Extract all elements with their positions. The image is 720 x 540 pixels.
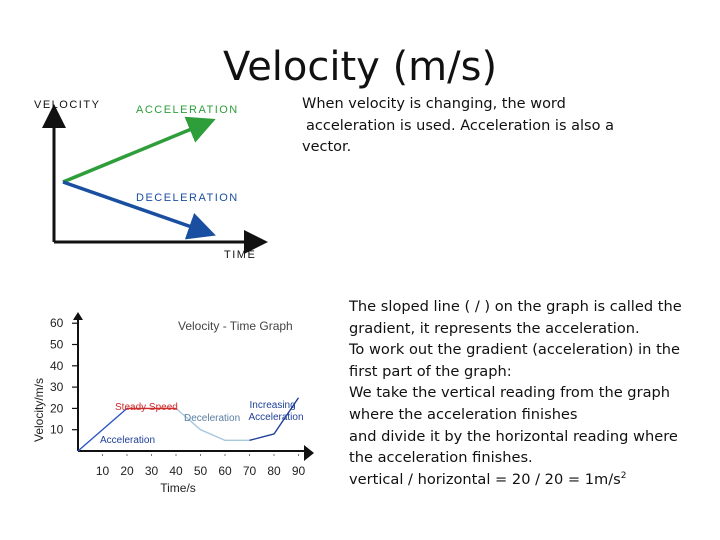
explain-line-7: and divide it by the horizontal reading … — [349, 427, 678, 445]
x-tick-label: 90 — [292, 464, 306, 478]
deceleration-annotation: Deceleration — [184, 413, 240, 424]
y-axis-arrowhead — [73, 312, 83, 320]
increasing-word: Increasing — [250, 400, 296, 411]
acceleration-arrow — [62, 116, 216, 184]
x-tick-label: 60 — [218, 464, 232, 478]
y-tick-label: 50 — [50, 338, 64, 352]
y-tick-label: 40 — [50, 359, 64, 373]
x-tick-label: 30 — [145, 464, 159, 478]
y-tick-label: 60 — [50, 316, 64, 330]
explain-line-9: vertical / horizontal = 20 / 20 = 1m/s2 — [349, 469, 694, 491]
formula-exponent: 2 — [620, 470, 627, 481]
velocity-time-concept-diagram: VELOCITY TIME ACCELERATION DECELERATION — [34, 99, 268, 261]
y-tick-label: 30 — [50, 380, 64, 394]
velocity-time-graph: Velocity/m/s 10 20 30 40 50 60 10 20 30 40 50 60 70… — [32, 312, 314, 495]
acceleration-word: Acceleration — [248, 412, 303, 423]
formula-text: vertical / horizontal = 20 / 20 = 1m/s — [349, 470, 621, 488]
intro-line-3: vector. — [302, 139, 352, 155]
explain-line-5: We take the vertical reading from the gr… — [349, 384, 671, 402]
y-axis-label: Velocity/m/s — [32, 378, 46, 442]
deceleration-segment — [175, 407, 250, 442]
x-tick-label: 50 — [194, 464, 208, 478]
increasing-acceleration-segment — [249, 397, 300, 442]
x-tick-label: 10 — [96, 464, 110, 478]
intro-paragraph: When velocity is changing, the word acce… — [302, 94, 632, 159]
x-tick-label: 40 — [169, 464, 183, 478]
acceleration-segment — [77, 407, 128, 452]
intro-line-2: acceleration is used. Acceleration is al… — [306, 117, 614, 134]
slide-title: Velocity (m/s) — [222, 44, 498, 90]
acceleration-label: ACCELERATION — [136, 104, 239, 116]
intro-line-1: When velocity is changing, the word — [302, 96, 566, 112]
x-tick-label: 20 — [120, 464, 134, 478]
explain-line-2: gradient, it represents the acceleration… — [349, 319, 640, 337]
explain-line-4: first part of the graph: — [349, 362, 512, 380]
x-axis-arrowhead — [304, 445, 314, 461]
chart-title: Velocity - Time Graph — [178, 319, 293, 333]
velocity-axis-label: VELOCITY — [34, 99, 100, 111]
x-axis-label: Time/s — [160, 481, 196, 495]
explain-line-6: where the acceleration finishes — [349, 405, 578, 423]
x-tick-label: 80 — [267, 464, 281, 478]
deceleration-label: DECELERATION — [136, 192, 239, 204]
increasing-acceleration-annotation: Increasing Acceleration — [248, 400, 303, 423]
y-tick-label: 20 — [50, 401, 64, 415]
time-axis-label: TIME — [224, 249, 256, 261]
explain-line-8: the acceleration finishes. — [349, 449, 533, 467]
explain-line-3: To work out the gradient (acceleration) … — [349, 341, 681, 359]
explain-line-1: The sloped line ( / ) on the graph is ca… — [349, 298, 682, 315]
steady-speed-label: Steady Speed — [115, 402, 178, 413]
x-tick-label: 70 — [243, 464, 257, 478]
deceleration-arrow — [62, 180, 216, 240]
acceleration-annotation: Acceleration — [100, 435, 155, 446]
gradient-explanation: The sloped line ( / ) on the graph is ca… — [349, 296, 694, 490]
y-tick-label: 10 — [50, 423, 64, 437]
